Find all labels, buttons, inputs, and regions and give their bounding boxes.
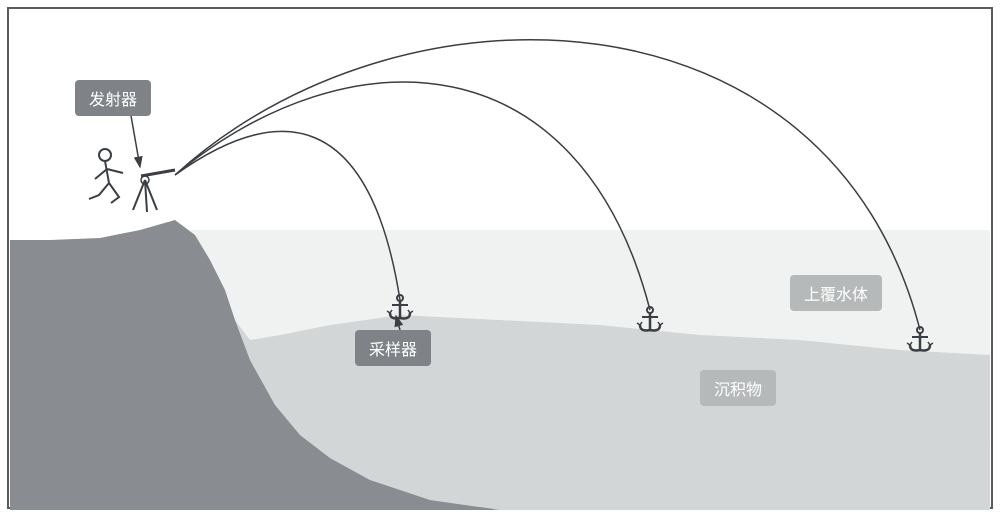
water-body-label: 上覆水体: [790, 275, 882, 311]
sampler-label: 采样器: [355, 330, 431, 366]
diagram-svg: [0, 0, 1000, 516]
sediment-sampling-diagram: 发射器 采样器 上覆水体 沉积物: [0, 0, 1000, 516]
launcher-label: 发射器: [75, 80, 151, 116]
sediment-label: 沉积物: [700, 370, 776, 406]
